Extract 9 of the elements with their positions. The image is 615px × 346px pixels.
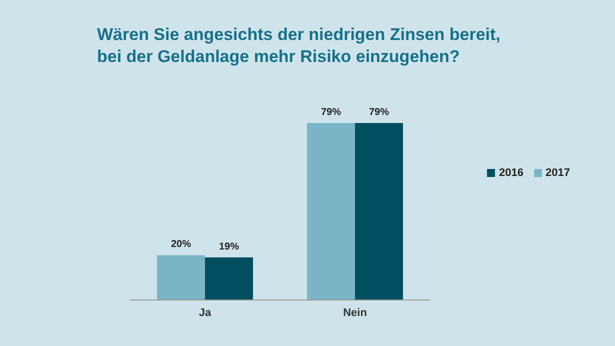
x-tick-label: Ja xyxy=(198,306,212,319)
legend-label: 2016 xyxy=(499,167,524,179)
data-label: 79% xyxy=(368,107,390,118)
data-label: 79% xyxy=(320,107,342,118)
data-label: 19% xyxy=(218,241,240,252)
legend-label: 2017 xyxy=(546,167,570,179)
x-tick-label: Nein xyxy=(343,306,368,319)
data-label: 20% xyxy=(170,239,192,250)
chart-title: Wären Sie angesichts der niedrigen Zinsen bereit, bei der Geldanlage mehr Risiko einzugehen? xyxy=(97,24,502,68)
